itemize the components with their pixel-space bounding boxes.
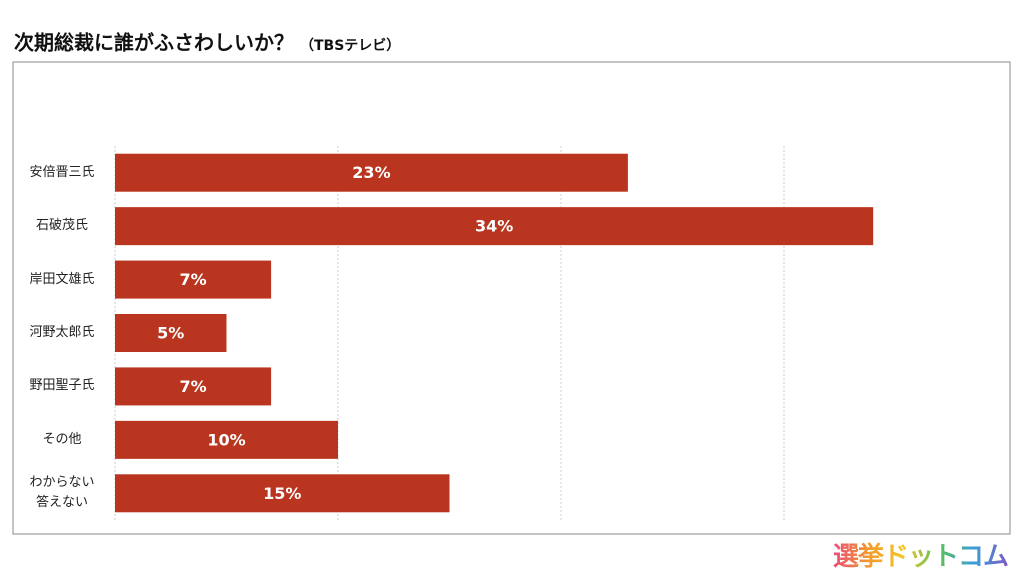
y-tick-label: 野田聖子氏: [29, 378, 95, 394]
bar: [115, 314, 227, 352]
bar: [115, 260, 272, 299]
bar: [115, 207, 874, 246]
value-label: 10%: [207, 430, 245, 449]
value-label: 7%: [179, 270, 206, 289]
y-tick-label: 岸田文雄氏: [29, 271, 95, 287]
bar: [115, 153, 628, 192]
value-label: 23%: [352, 163, 390, 182]
y-tick-label: わからない 答えない: [29, 475, 95, 511]
y-tick-label: 安倍晋三氏: [29, 164, 95, 180]
value-label: 15%: [263, 484, 301, 503]
y-tick-label: 河野太郎氏: [29, 325, 95, 340]
plot-frame: [12, 61, 1011, 535]
value-label: 34%: [475, 217, 513, 236]
bar: [115, 367, 272, 406]
chart-title: 次期総裁に誰がふさわしいか？: [14, 31, 294, 55]
chart-subtitle: （TBSテレビ）: [300, 38, 400, 54]
y-tick-label: その他: [42, 431, 82, 447]
value-label: 5%: [157, 324, 184, 343]
logo: 選挙ドットコム: [833, 536, 1009, 573]
bar: [115, 474, 450, 513]
value-label: 7%: [179, 377, 206, 396]
bar: [115, 420, 338, 459]
y-tick-label: 石破茂氏: [35, 218, 88, 234]
